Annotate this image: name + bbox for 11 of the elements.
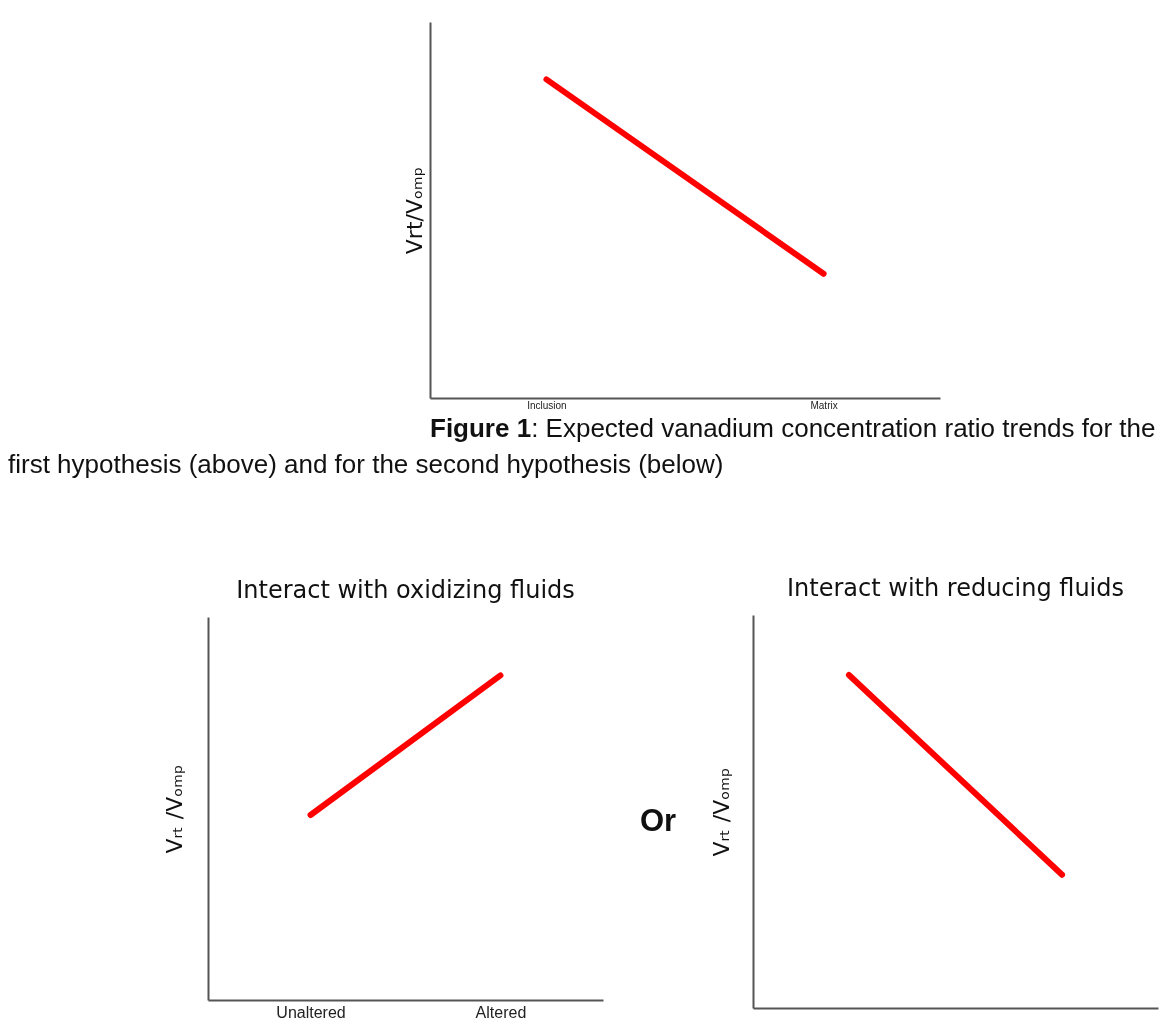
caption: Figure 1: Expected vanadium concentration ratio trends for the first hypothesis (above) and for the second hypothesis (below)	[8, 412, 1157, 481]
x-tick-label: Altered	[475, 1003, 527, 1021]
y-axis-title: Vrt/Vₒₘₚ	[401, 166, 427, 255]
chart-title: Interact with oxidizing fluids	[236, 576, 575, 604]
chart-title: Interact with reducing fluids	[786, 574, 1125, 602]
x-tick-label: Unaltered	[276, 1003, 346, 1021]
text: Or	[640, 802, 677, 840]
x-tick-label: Matrix	[810, 399, 838, 411]
y-axis-title: Vᵣₜ /Vₒₘₚ	[708, 767, 734, 857]
y-axis-title: Vᵣₜ /Vₒₘₚ	[161, 764, 187, 854]
x-tick-label: Inclusion	[527, 399, 567, 411]
